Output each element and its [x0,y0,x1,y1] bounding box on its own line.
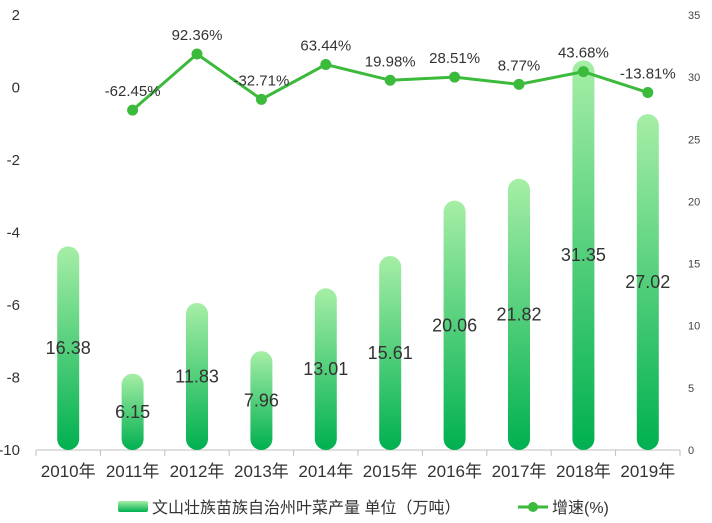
growth-value-label: -32.71% [233,72,289,89]
bar-value-label: 16.38 [46,338,91,358]
growth-value-label: -62.45% [105,83,161,100]
growth-value-label: 92.36% [172,27,223,44]
growth-point [127,104,139,116]
bar-value-label: 20.06 [432,315,477,335]
y-left-tick-label: 2 [12,7,20,24]
bars [57,60,659,451]
y-left-tick-label: -2 [7,152,20,169]
bar [121,373,144,450]
growth-point [255,93,267,105]
y-right-tick-label: 35 [688,10,700,22]
bar [443,200,466,450]
bar [636,114,659,451]
x-tick-label: 2016年 [427,462,482,481]
bar-value-label: 11.83 [175,366,219,386]
growth-value-label: 63.44% [300,38,351,55]
growth-line [127,48,654,116]
x-tick-label: 2019年 [620,462,675,481]
axes: 2010年 2011年 2012年 2013年 2014年 2015年 2016年 2017年… [0,7,700,481]
growth-point [320,59,332,71]
x-tick-label: 2014年 [298,462,353,481]
y-right-tick-label: 25 [688,134,700,146]
y-right-tick-label: 10 [688,321,700,333]
bar [57,246,80,450]
growth-value-label: -13.81% [620,66,676,83]
bar-value-label: 15.61 [368,343,413,363]
growth-point [513,78,525,90]
bar-value-label: 27.02 [625,272,670,292]
y-right-tick-label: 20 [688,196,700,208]
bar-value-label: 13.01 [303,359,348,379]
y-right-tick-label: 0 [688,445,694,457]
bar-value-label: 6.15 [115,402,150,422]
bar-labels: 16.38 6.15 11.83 7.96 13.01 15.61 20.06 21.82 31… [46,245,671,422]
y-left-tick-label: -10 [0,442,20,459]
x-tick-label: 2013年 [234,462,289,481]
bar [379,255,402,450]
growth-point [191,48,203,60]
bar-value-label: 31.35 [561,245,606,265]
x-tick-label: 2017年 [492,462,547,481]
growth-value-label: 28.51% [429,50,480,67]
legend-bar-swatch [118,501,148,512]
growth-point [384,74,396,86]
legend-line-marker [528,502,538,512]
growth-point [577,66,589,78]
y-left-tick-label: -4 [7,225,20,242]
y-right-tick-label: 30 [688,72,700,84]
growth-value-label: 19.98% [365,53,416,70]
bar-value-label: 7.96 [244,391,279,411]
growth-point [642,87,654,99]
x-tick-label: 2011年 [106,462,160,481]
legend-bar-label: 文山壮族苗族自治州叶菜产量 单位（万吨） [152,499,460,517]
growth-point [449,71,461,83]
bar [314,288,337,450]
growth-value-label: 43.68% [558,45,609,62]
y-left-tick-label: 0 [12,80,20,97]
y-left-tick-label: -6 [7,297,20,314]
growth-value-label: 8.77% [498,57,541,74]
bar [508,178,530,450]
legend: 文山壮族苗族自治州叶菜产量 单位（万吨） 增速(%) [118,499,609,517]
y-left-tick-label: -8 [7,370,20,387]
y-right-tick-label: 15 [688,259,700,271]
bar [186,302,208,450]
y-right-tick-label: 5 [688,383,694,395]
bar [572,60,595,450]
x-tick-label: 2010年 [41,462,96,481]
x-tick-label: 2015年 [363,462,418,481]
bar [250,351,273,450]
x-tick-label: 2018年 [556,462,611,481]
x-tick-label: 2012年 [170,462,225,481]
legend-line-label: 增速(%) [552,499,609,517]
line-labels: -62.45% 92.36% -32.71% 63.44% 19.98% 28.51% 8.… [105,27,676,100]
bar-value-label: 21.82 [496,304,541,324]
